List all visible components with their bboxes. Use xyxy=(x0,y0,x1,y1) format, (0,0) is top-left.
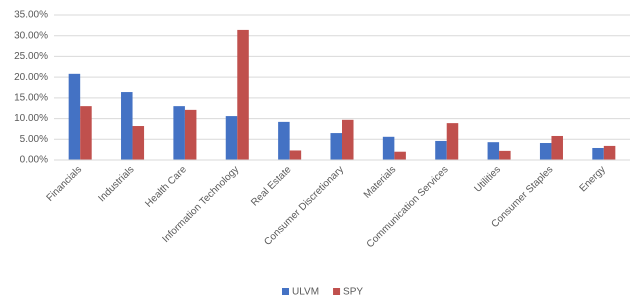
x-tick-label: Real Estate xyxy=(249,164,294,209)
bar xyxy=(330,133,342,160)
bar xyxy=(132,126,145,160)
bar xyxy=(592,147,604,160)
bar xyxy=(539,143,552,160)
y-tick-label: 30.00% xyxy=(14,30,48,41)
bar xyxy=(80,106,92,160)
x-tick-label: Health Care xyxy=(143,164,189,210)
bar xyxy=(499,150,511,160)
legend-label: SPY xyxy=(343,287,363,298)
bar xyxy=(551,135,563,160)
bar xyxy=(342,119,354,160)
y-tick-label: 20.00% xyxy=(14,72,48,83)
bar xyxy=(184,109,197,160)
bar xyxy=(382,136,395,160)
bar xyxy=(603,145,616,160)
y-tick-label: 5.00% xyxy=(20,134,48,145)
x-tick-label: Industrials xyxy=(97,164,137,204)
x-tick-label: Energy xyxy=(578,164,608,194)
legend-label: ULVM xyxy=(292,287,319,298)
y-tick-label: 0.00% xyxy=(20,155,48,166)
y-tick-label: 15.00% xyxy=(14,92,48,103)
y-tick-label: 25.00% xyxy=(14,51,48,62)
bar xyxy=(446,123,459,160)
y-tick-label: 35.00% xyxy=(14,10,48,21)
bar xyxy=(278,121,290,160)
legend-swatch xyxy=(282,288,289,295)
x-tick-label: Utilities xyxy=(473,164,504,195)
x-tick-label: Financials xyxy=(45,164,85,204)
bar xyxy=(225,116,238,160)
bar xyxy=(435,140,447,160)
bar xyxy=(68,73,81,160)
bar xyxy=(394,151,406,160)
bar xyxy=(289,150,302,160)
bar xyxy=(237,29,249,160)
bar xyxy=(173,106,185,160)
bar xyxy=(121,92,133,160)
x-tick-label: Materials xyxy=(362,164,398,200)
bar xyxy=(487,142,500,160)
legend-swatch xyxy=(333,288,341,295)
y-tick-label: 10.00% xyxy=(14,113,48,124)
